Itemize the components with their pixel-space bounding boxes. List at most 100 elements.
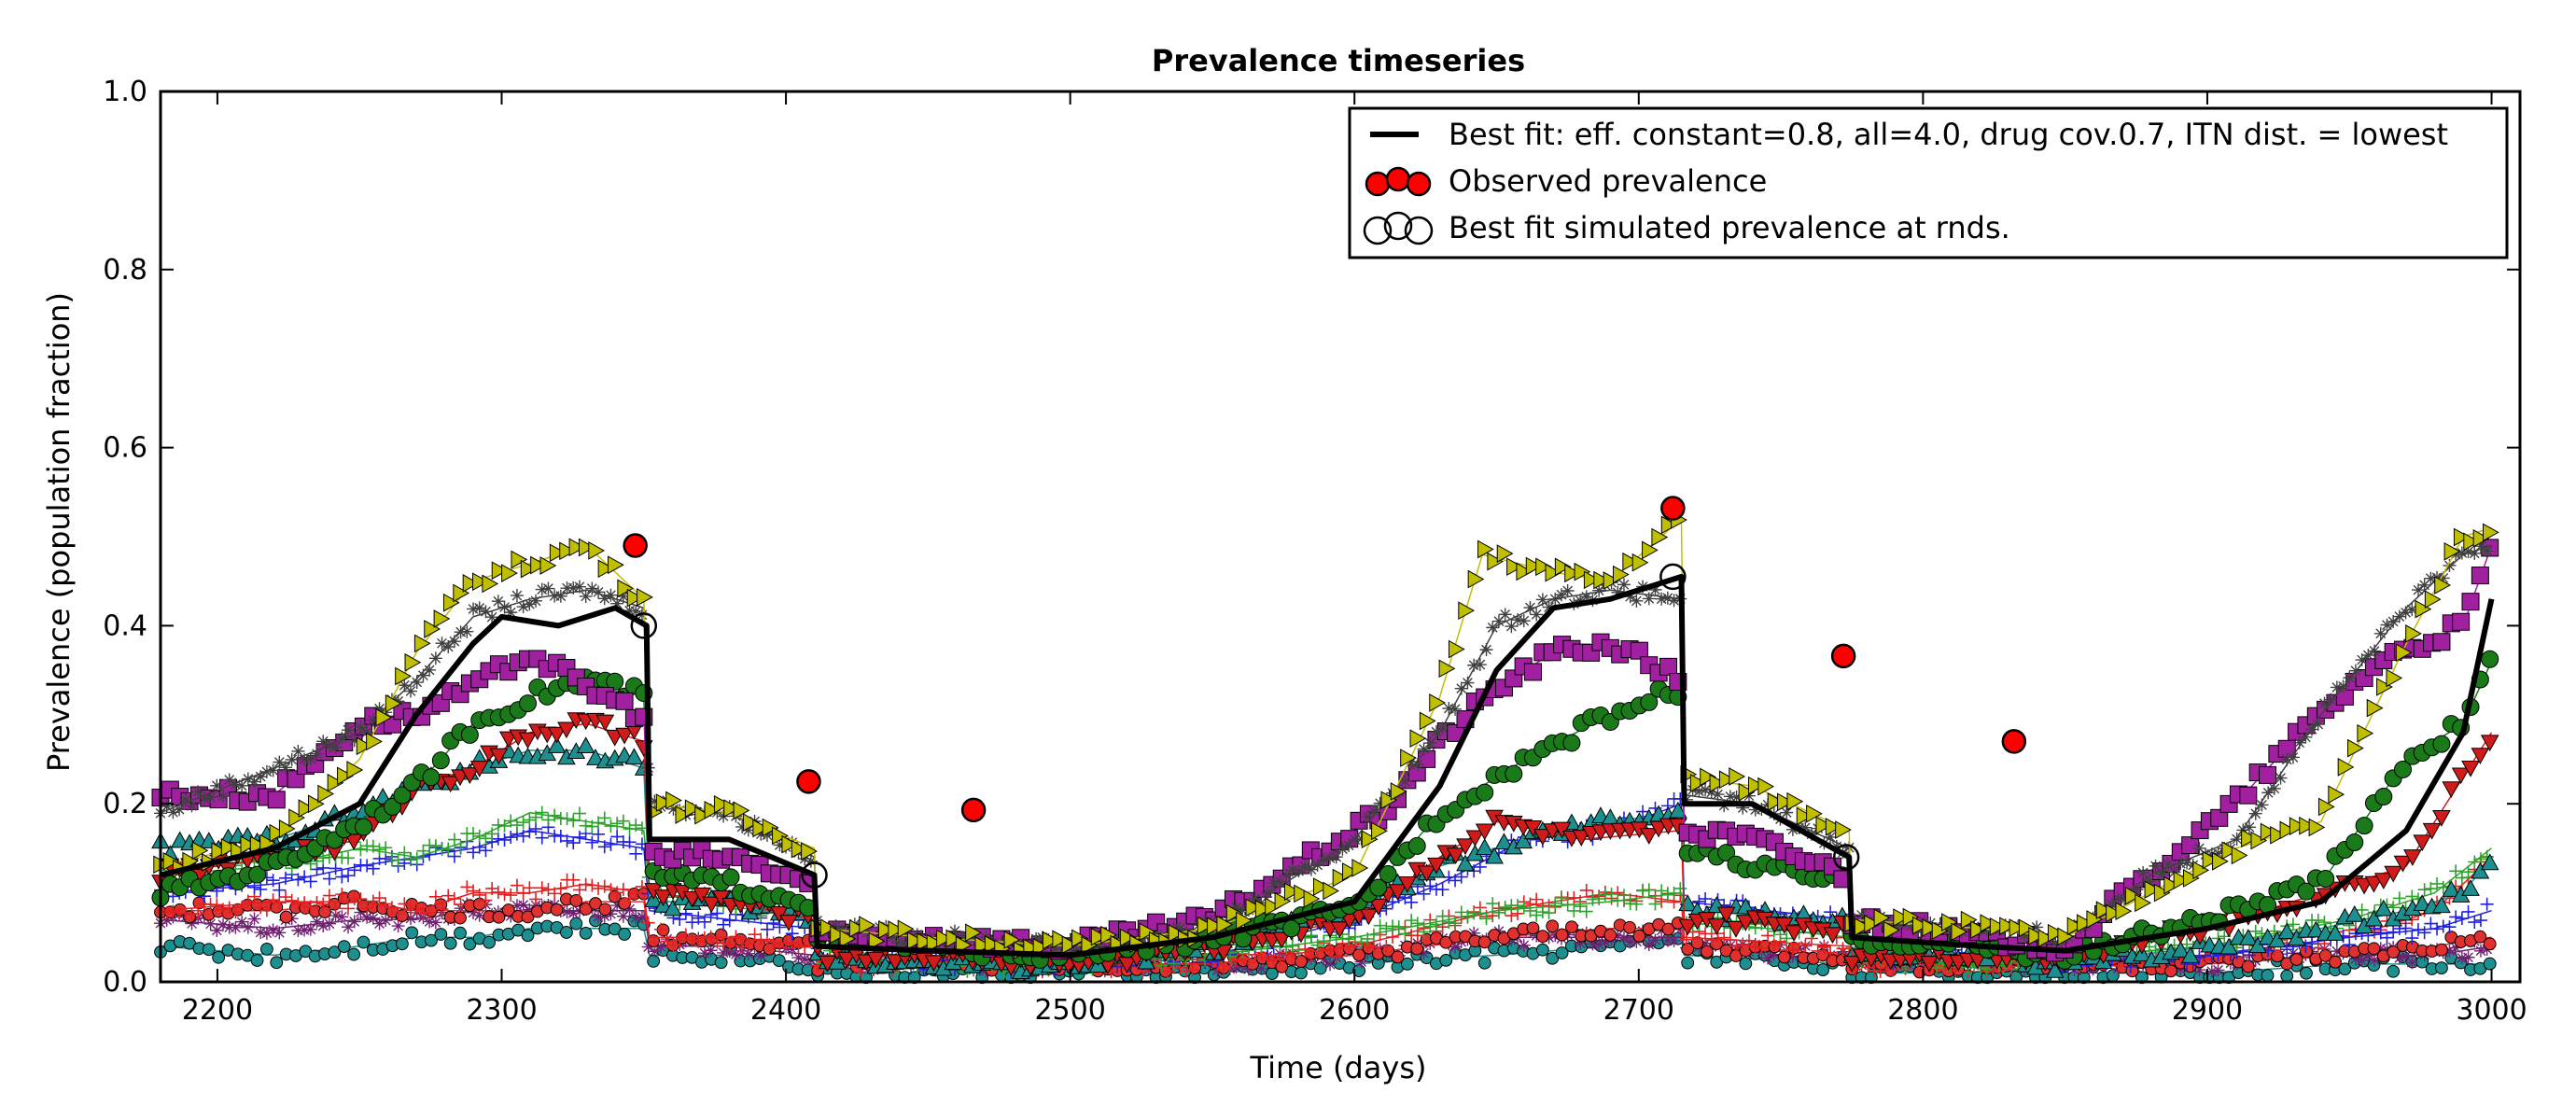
series-9-point-20 bbox=[279, 890, 293, 904]
series-1-point-45 bbox=[588, 541, 606, 560]
series-8-point-36 bbox=[379, 852, 393, 866]
series-2-point-236 bbox=[1630, 594, 1644, 608]
series-6-point-49 bbox=[624, 748, 644, 765]
series-1-point-17 bbox=[317, 784, 335, 804]
series-2-point-164 bbox=[1179, 926, 1193, 940]
series-8-point-89 bbox=[710, 906, 724, 920]
series-0 bbox=[160, 573, 2495, 959]
series-1-point-190 bbox=[1989, 917, 2007, 936]
series-1-point-6 bbox=[211, 842, 229, 861]
series-3-point-14 bbox=[287, 770, 305, 789]
series-9-point-67 bbox=[572, 883, 586, 897]
series-1-point-201 bbox=[2095, 901, 2113, 919]
series-2-point-260 bbox=[1780, 805, 1794, 819]
series-11-point-96 bbox=[754, 949, 768, 963]
series-2-point-316 bbox=[2130, 882, 2144, 896]
series-2-point-366 bbox=[2443, 558, 2457, 572]
series-2-point-247 bbox=[1699, 783, 1713, 797]
series-2-point-317 bbox=[2136, 866, 2150, 880]
series-2-point-358 bbox=[2392, 609, 2406, 623]
series-2-point-341 bbox=[2286, 750, 2300, 764]
series-2-point-58 bbox=[516, 600, 530, 614]
series-11-point-218 bbox=[1517, 938, 1531, 952]
series-2-point-210 bbox=[1467, 658, 1481, 672]
series-1-point-164 bbox=[1738, 782, 1756, 802]
series-2-point-90 bbox=[717, 809, 731, 823]
series-8-point-207 bbox=[1449, 874, 1463, 888]
series-7-point-225 bbox=[1561, 898, 1575, 912]
series-1-point-115 bbox=[1265, 897, 1281, 917]
series-8-point-59 bbox=[523, 825, 537, 839]
series-10-point-240 bbox=[2473, 930, 2487, 944]
series-1-point-209 bbox=[2173, 871, 2191, 889]
series-2-point-182 bbox=[1292, 864, 1306, 878]
series-7-point-345 bbox=[2311, 914, 2325, 928]
series-3-point-142 bbox=[1524, 663, 1543, 681]
series-2-point-194 bbox=[1366, 805, 1380, 819]
series-12-point-19 bbox=[337, 940, 351, 953]
series-1-point-26 bbox=[404, 652, 422, 672]
series-6-point-217 bbox=[2248, 936, 2268, 954]
series-8-point-72 bbox=[604, 837, 618, 851]
series-2-point-141 bbox=[1035, 931, 1049, 945]
series-2-point-252 bbox=[1729, 791, 1743, 805]
series-2-point-242 bbox=[1667, 594, 1681, 608]
series-9-point-40 bbox=[404, 903, 418, 917]
series-12-point-30 bbox=[443, 936, 457, 950]
series-7-point-74 bbox=[616, 814, 630, 828]
observed-point-2 bbox=[960, 797, 987, 823]
series-7-point-199 bbox=[1398, 927, 1412, 941]
series-1-point-180 bbox=[1893, 908, 1911, 927]
legend-open-swatch-2 bbox=[1404, 216, 1434, 245]
series-7-point-214 bbox=[1491, 905, 1505, 919]
series-2-point-28 bbox=[329, 740, 343, 754]
series-12-point-6 bbox=[212, 950, 226, 964]
series-1-point-240 bbox=[2472, 528, 2490, 548]
series-1-point-81 bbox=[936, 929, 953, 948]
series-1-point-210 bbox=[2182, 869, 2200, 888]
series-11-point-43 bbox=[423, 915, 437, 929]
x-tick-label-0: 2200 bbox=[182, 994, 253, 1027]
series-7-point-46 bbox=[441, 842, 455, 856]
series-8-point-370 bbox=[2468, 916, 2482, 930]
series-9-point-313 bbox=[2111, 959, 2125, 973]
series-4-point-28 bbox=[422, 768, 441, 787]
series-9-point-43 bbox=[423, 905, 437, 919]
series-6-point-135 bbox=[1456, 854, 1475, 872]
series-10-point-144 bbox=[1546, 919, 1560, 933]
series-11-point-258 bbox=[1767, 947, 1781, 961]
series-9-point-47 bbox=[447, 891, 461, 905]
best-fit-round-3 bbox=[1832, 844, 1860, 871]
series-2-point-222 bbox=[1542, 600, 1556, 614]
series-1-point-211 bbox=[2192, 861, 2210, 880]
series-2-point-253 bbox=[1736, 801, 1750, 815]
series-11-point-352 bbox=[2355, 954, 2369, 968]
series-6-point-138 bbox=[1485, 847, 1504, 864]
series-1-point-187 bbox=[1960, 910, 1978, 930]
series-2-point-32 bbox=[354, 721, 368, 735]
legend-red-swatch-2 bbox=[1406, 171, 1432, 197]
series-2-point-329 bbox=[2211, 847, 2225, 861]
series-2-point-12 bbox=[229, 777, 243, 791]
series-12-point-43 bbox=[569, 917, 583, 931]
series-5-point-55 bbox=[682, 890, 702, 908]
series-6-point-237 bbox=[2442, 880, 2461, 897]
series-2-point-334 bbox=[2243, 820, 2257, 834]
series-4-point-222 bbox=[2297, 882, 2316, 901]
series-8-point-71 bbox=[597, 840, 611, 854]
series-12-point-20 bbox=[347, 947, 361, 961]
series-8-point-76 bbox=[629, 847, 643, 861]
series-10-point-43 bbox=[569, 894, 583, 907]
series-11-point-17 bbox=[259, 926, 273, 940]
series-2-point-128 bbox=[954, 931, 968, 945]
series-1-point-234 bbox=[2415, 599, 2432, 619]
series-11-point-50 bbox=[467, 905, 481, 919]
series-5-point-74 bbox=[866, 951, 886, 969]
series-5-point-143 bbox=[1533, 829, 1552, 846]
series-1-point-226 bbox=[2337, 758, 2355, 777]
series-5-point-128 bbox=[1388, 884, 1407, 902]
series-2-point-40 bbox=[404, 684, 418, 698]
series-1-point-194 bbox=[2028, 926, 2046, 945]
series-5-point-56 bbox=[693, 887, 711, 904]
series-9-point-73 bbox=[610, 886, 624, 900]
